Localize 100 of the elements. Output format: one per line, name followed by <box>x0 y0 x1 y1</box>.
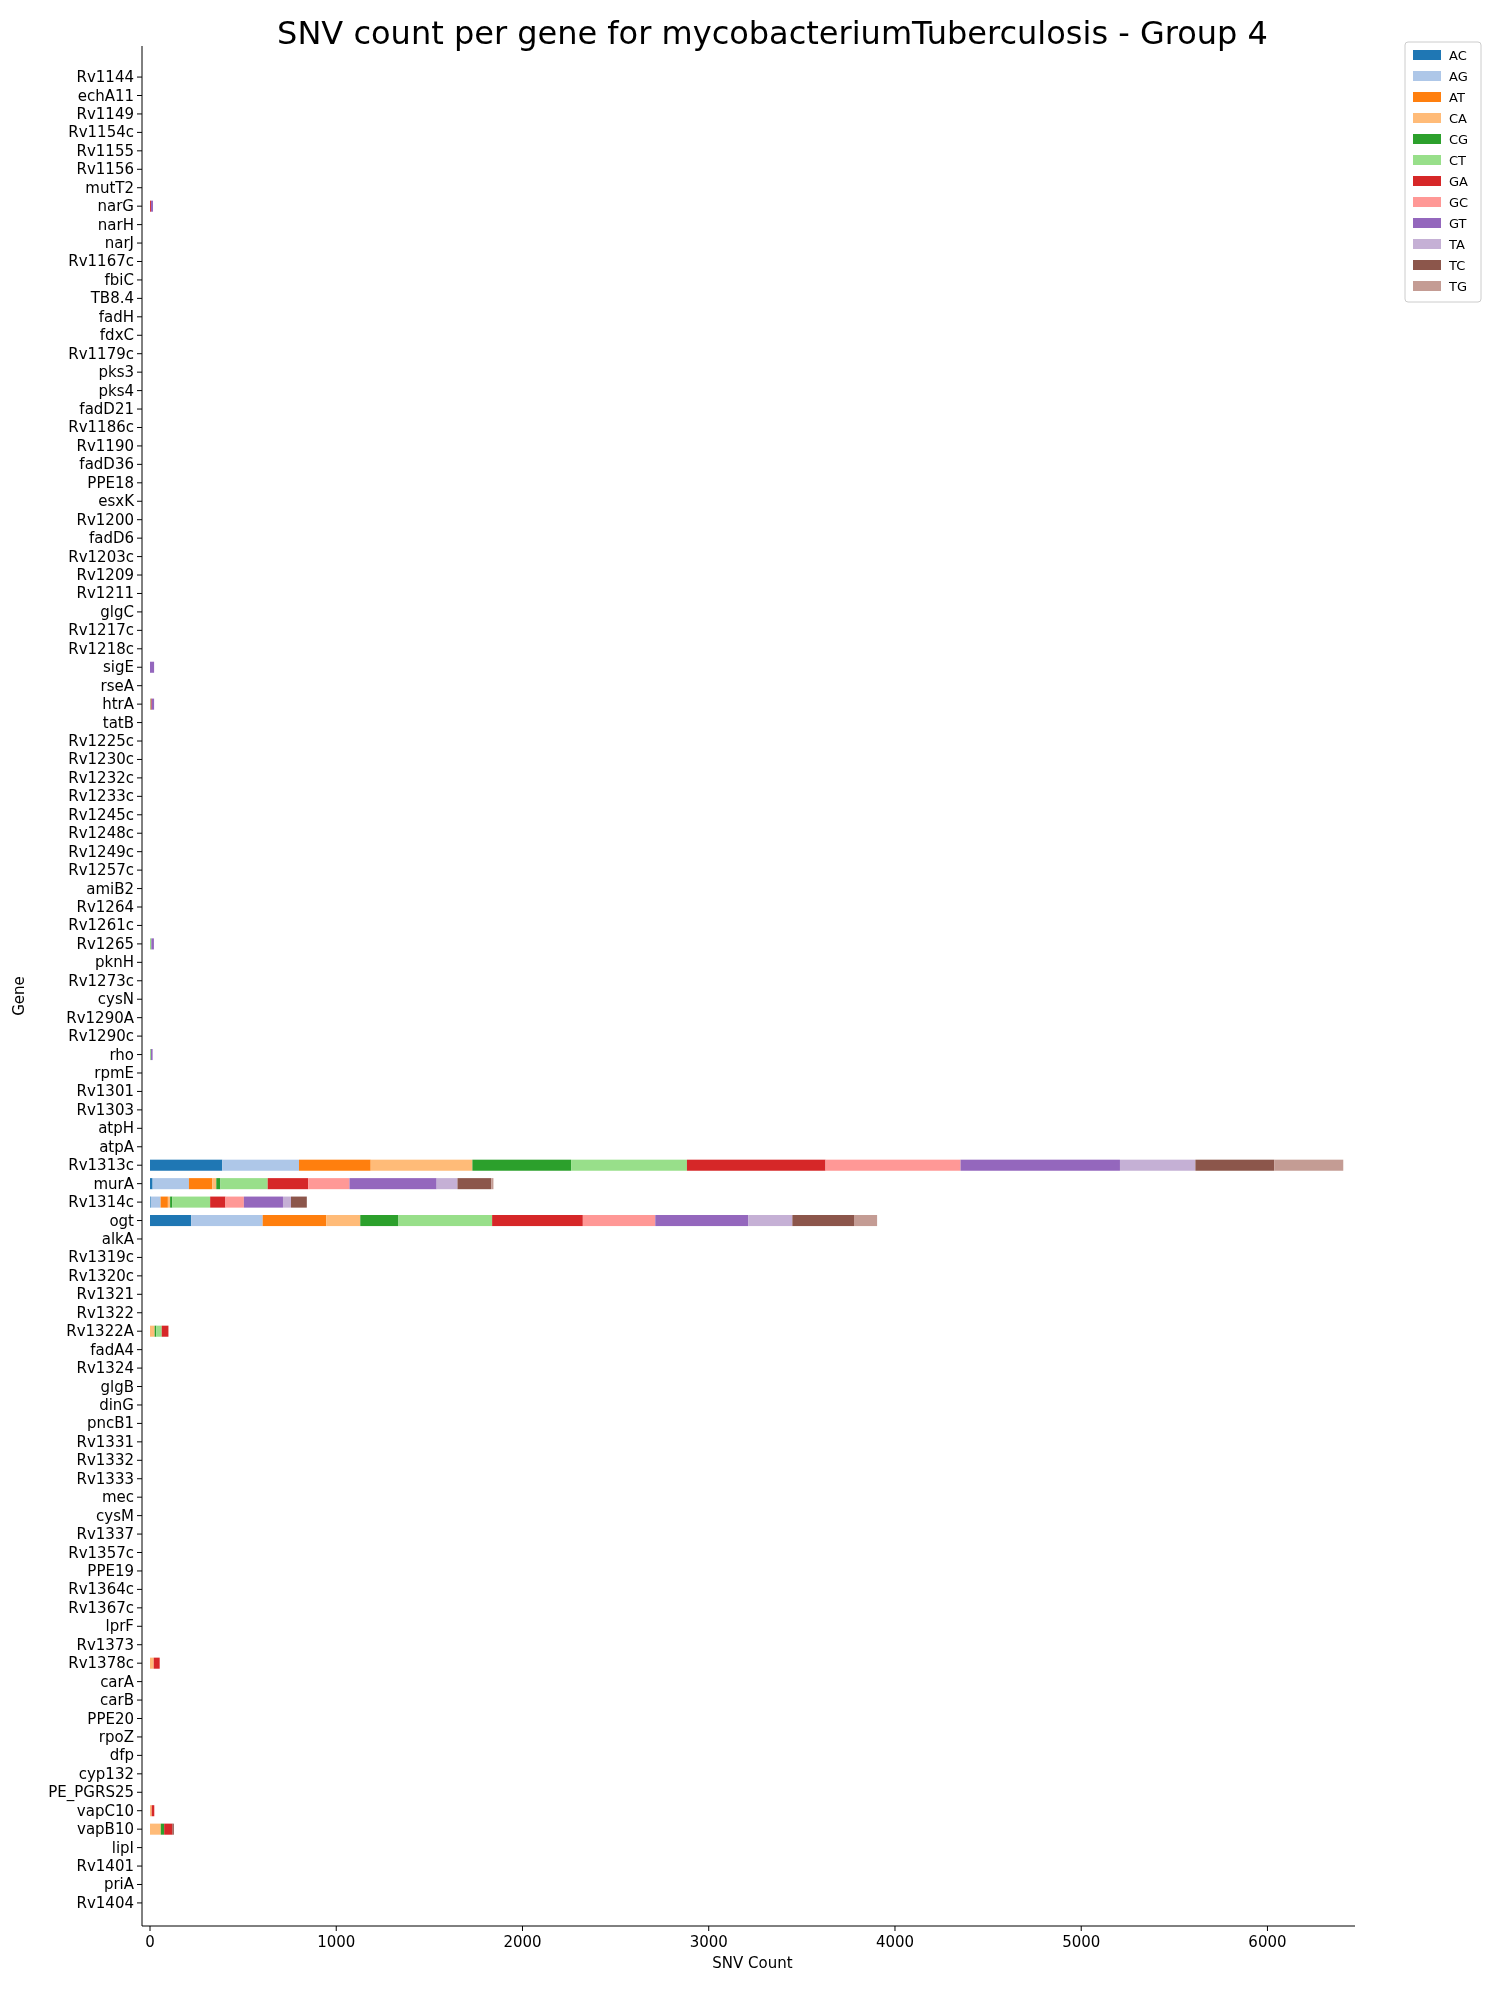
y-tick-label: esxK <box>98 492 136 511</box>
y-tick-label: pks4 <box>98 381 134 400</box>
chart-title: SNV count per gene for mycobacteriumTuberculosis - Group 4 <box>277 14 1268 52</box>
y-tick-label: Rv1233c <box>68 787 134 806</box>
y-tick-label: pknH <box>95 953 134 972</box>
bar <box>960 1159 1120 1171</box>
bar <box>308 1178 350 1190</box>
y-tick-label: Rv1367c <box>68 1598 134 1617</box>
y-tick-label: amiB2 <box>86 879 134 898</box>
bar <box>825 1159 961 1171</box>
y-tick-label: fadA4 <box>90 1340 134 1359</box>
x-axis-title: SNV Count <box>712 1954 793 1972</box>
y-tick-label: pncB1 <box>86 1414 134 1433</box>
y-tick-label: PPE19 <box>87 1561 134 1580</box>
bar <box>164 1823 173 1835</box>
x-tick-label: 4000 <box>875 1933 915 1951</box>
y-tick-label: Rv1245c <box>68 805 134 824</box>
y-tick-label: Rv1186c <box>68 418 134 437</box>
bar <box>472 1159 572 1171</box>
legend-label: TG <box>1448 279 1468 294</box>
bar <box>436 1178 458 1190</box>
bar <box>792 1215 854 1227</box>
bar <box>398 1215 493 1227</box>
y-tick-label: Rv1273c <box>68 971 134 990</box>
y-tick-label: lipI <box>111 1838 134 1857</box>
y-tick-label: Rv1265 <box>76 934 134 953</box>
bar <box>150 1823 161 1835</box>
y-tick-label: PPE18 <box>87 473 134 492</box>
bar <box>150 1657 154 1669</box>
y-tick-label: Rv1154c <box>68 123 134 142</box>
x-tick-label: 5000 <box>1062 1933 1101 1951</box>
bar <box>1274 1159 1344 1171</box>
bar <box>152 1178 189 1190</box>
y-tick-label: Rv1303 <box>76 1100 134 1119</box>
bar <box>299 1159 371 1171</box>
bar <box>220 1178 268 1190</box>
y-tick-label: pks3 <box>98 363 134 382</box>
y-tick-label: Rv1332 <box>76 1451 134 1470</box>
legend-label: CA <box>1449 111 1468 126</box>
y-tick-label: Rv1149 <box>76 104 134 123</box>
bar <box>150 1159 223 1171</box>
y-tick-label: Rv1401 <box>76 1857 134 1876</box>
y-tick-label: Rv1261c <box>68 916 134 935</box>
y-tick-label: Rv1322A <box>66 1322 135 1341</box>
bar <box>290 1196 307 1208</box>
y-tick-label: rseA <box>100 676 135 695</box>
y-tick-label: Rv1155 <box>76 141 134 160</box>
bar <box>172 1196 211 1208</box>
y-tick-label: Rv1232c <box>68 768 134 787</box>
legend-label: AG <box>1449 69 1468 84</box>
bar <box>150 1215 192 1227</box>
y-tick-label: Rv1373 <box>76 1635 134 1654</box>
y-tick-label: Rv1200 <box>76 510 134 529</box>
y-tick-label: Rv1179c <box>68 344 134 363</box>
y-tick-label: htrA <box>102 695 135 714</box>
y-tick-label: murA <box>93 1174 135 1193</box>
y-tick-label: Rv1313c <box>68 1156 134 1175</box>
y-tick-label: Rv1264 <box>76 898 134 917</box>
bar <box>191 1215 263 1227</box>
y-tick-label: rho <box>109 1045 134 1064</box>
y-tick-label: rpmE <box>94 1063 134 1082</box>
bar <box>156 1325 162 1337</box>
y-tick-label: mutT2 <box>85 178 134 197</box>
bar <box>243 1196 283 1208</box>
bar <box>188 1178 213 1190</box>
bar <box>210 1196 226 1208</box>
y-tick-label: atpA <box>99 1137 135 1156</box>
legend-label: GT <box>1449 216 1467 231</box>
y-tick-label: Rv1230c <box>68 750 134 769</box>
bar <box>686 1159 826 1171</box>
y-tick-label: TB8.4 <box>89 289 134 308</box>
legend-label: TA <box>1448 237 1465 252</box>
y-tick-label: fadD36 <box>79 455 134 474</box>
bar <box>326 1215 361 1227</box>
y-tick-label: Rv1290c <box>68 1027 134 1046</box>
y-tick-label: carA <box>100 1672 135 1691</box>
y-tick-label: mec <box>101 1488 134 1507</box>
y-tick-label: Rv1144 <box>76 68 134 87</box>
x-tick-label: 3000 <box>689 1933 728 1951</box>
y-tick-label: Rv1209 <box>76 566 134 585</box>
y-tick-label: Rv1357c <box>68 1543 134 1562</box>
bar <box>1119 1159 1196 1171</box>
y-tick-label: Rv1249c <box>68 842 134 861</box>
bar <box>262 1215 327 1227</box>
y-tick-label: Rv1225c <box>68 732 134 751</box>
y-tick-label: dfp <box>109 1746 134 1765</box>
y-tick-label: sigE <box>103 658 134 677</box>
y-axis-title: Gene <box>10 976 28 1016</box>
y-tick-label: Rv1378c <box>68 1654 134 1673</box>
bar <box>282 1196 291 1208</box>
y-tick-label: rpoZ <box>98 1727 134 1746</box>
legend-label: GC <box>1449 195 1469 210</box>
y-tick-label: narG <box>97 197 134 216</box>
legend-label: CT <box>1449 153 1467 168</box>
bar <box>212 1178 217 1190</box>
bar <box>1195 1159 1275 1171</box>
y-tick-label: fadH <box>98 307 134 326</box>
y-tick-label: glgC <box>100 602 134 621</box>
bar <box>457 1178 492 1190</box>
y-tick-label: Rv1319c <box>68 1248 134 1267</box>
